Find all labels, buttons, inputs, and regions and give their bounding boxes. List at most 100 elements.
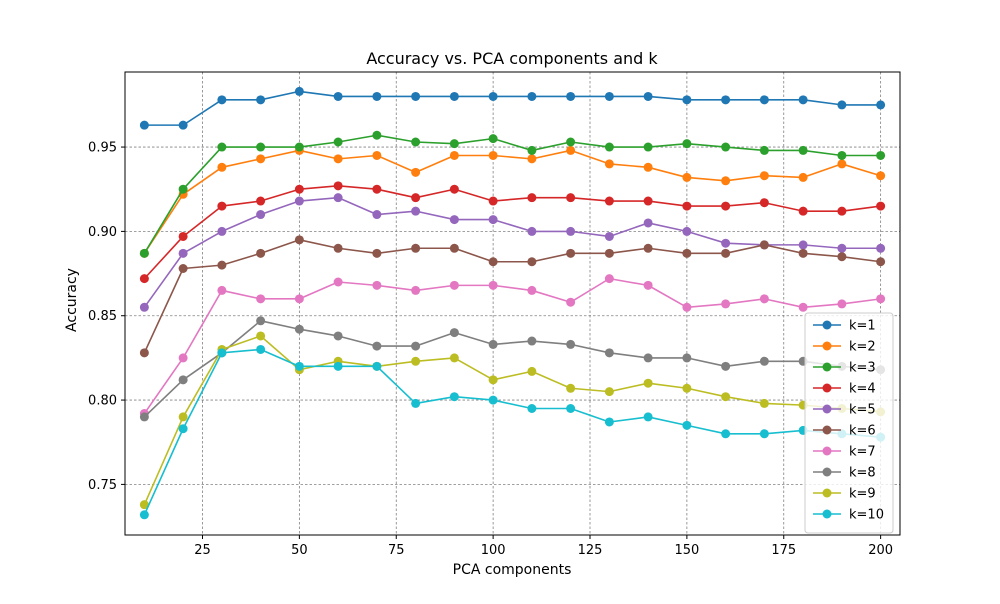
data-point: [721, 238, 731, 248]
x-tick-label: 25: [194, 543, 211, 558]
x-tick-label: 50: [291, 543, 308, 558]
data-point: [682, 302, 692, 312]
data-point: [333, 243, 343, 253]
data-point: [488, 395, 498, 405]
data-point: [643, 412, 653, 422]
data-point: [759, 294, 769, 304]
data-point: [139, 412, 149, 422]
data-point: [759, 429, 769, 439]
data-point: [721, 299, 731, 309]
data-point: [333, 277, 343, 287]
legend-marker: [822, 446, 832, 456]
y-tick-label: 0.85: [88, 309, 117, 324]
data-point: [294, 86, 304, 96]
legend-item: k=10: [813, 508, 884, 523]
data-point: [333, 137, 343, 147]
legend-marker: [822, 425, 832, 435]
data-point: [372, 280, 382, 290]
data-point: [876, 257, 886, 267]
data-point: [566, 383, 576, 393]
x-tick-label: 75: [388, 543, 405, 558]
data-point: [604, 231, 614, 241]
data-point: [566, 339, 576, 349]
data-point: [139, 500, 149, 510]
data-point: [721, 429, 731, 439]
data-point: [566, 297, 576, 307]
data-point: [604, 196, 614, 206]
data-point: [372, 210, 382, 220]
data-point: [449, 280, 459, 290]
legend-item: k=4: [813, 382, 876, 397]
series-line: [143, 134, 881, 254]
legend-label: k=9: [849, 487, 876, 502]
data-point: [256, 142, 266, 152]
legend: k=1 k=2 k=3 k=4 k=5 k=6 k=7 k=8 k=9 k=10: [804, 312, 894, 534]
data-point: [721, 392, 731, 402]
series-line: [143, 185, 881, 280]
data-point: [256, 95, 266, 105]
data-point: [488, 339, 498, 349]
data-point: [217, 201, 227, 211]
data-point: [837, 243, 847, 253]
data-point: [876, 100, 886, 110]
data-point: [178, 353, 188, 363]
legend-label: k=2: [849, 340, 876, 355]
data-point: [527, 193, 537, 203]
data-point: [798, 240, 808, 250]
data-point: [876, 150, 886, 160]
data-point: [217, 142, 227, 152]
legend-marker: [822, 341, 832, 351]
data-point: [527, 403, 537, 413]
data-point: [837, 150, 847, 160]
legend-marker: [822, 509, 832, 519]
x-tick-label: 175: [771, 543, 796, 558]
data-point: [527, 336, 537, 346]
data-point: [682, 226, 692, 236]
data-point: [256, 154, 266, 164]
data-point: [217, 95, 227, 105]
legend-marker: [822, 383, 832, 393]
x-tick-label: 125: [578, 543, 603, 558]
data-point: [294, 184, 304, 194]
data-point: [682, 383, 692, 393]
data-point: [798, 248, 808, 258]
x-axis-label: PCA components: [453, 562, 572, 578]
series-line: [143, 277, 881, 415]
data-point: [256, 196, 266, 206]
data-point: [604, 91, 614, 101]
data-point: [333, 154, 343, 164]
data-point: [333, 181, 343, 191]
data-point: [256, 316, 266, 326]
data-point: [372, 130, 382, 140]
data-point: [333, 91, 343, 101]
data-point: [643, 353, 653, 363]
data-point: [604, 159, 614, 169]
data-point: [449, 184, 459, 194]
legend-item: k=3: [813, 361, 876, 376]
data-point: [566, 403, 576, 413]
series-line: [143, 348, 881, 516]
data-point: [643, 218, 653, 228]
legend-item: k=2: [813, 340, 876, 355]
data-point: [411, 398, 421, 408]
data-point: [256, 344, 266, 354]
data-point: [333, 361, 343, 371]
legend-marker: [822, 320, 832, 330]
series-k-7: [139, 274, 886, 419]
data-point: [449, 150, 459, 160]
data-point: [604, 248, 614, 258]
data-point: [449, 353, 459, 363]
data-point: [488, 257, 498, 267]
data-point: [721, 361, 731, 371]
x-tick-label: 150: [674, 543, 699, 558]
legend-item: k=7: [813, 445, 876, 460]
data-point: [488, 280, 498, 290]
series-line: [143, 196, 881, 308]
data-point: [876, 201, 886, 211]
data-point: [449, 328, 459, 338]
chart-title: Accuracy vs. PCA components and k: [366, 49, 658, 68]
data-point: [604, 348, 614, 358]
series-line: [143, 239, 881, 354]
data-point: [333, 193, 343, 203]
data-point: [411, 167, 421, 177]
